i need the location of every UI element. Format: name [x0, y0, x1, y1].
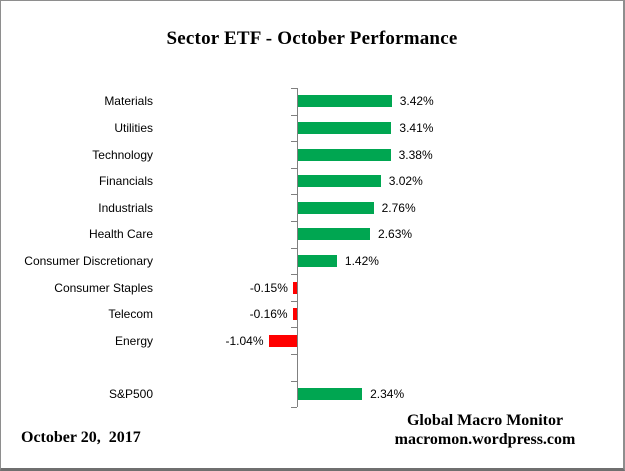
value-axis — [297, 88, 298, 408]
chart-title: Sector ETF - October Performance — [166, 28, 458, 49]
category-label: Industrials — [98, 200, 153, 215]
category-label: Health Care — [88, 227, 153, 242]
category-label: S&P500 — [108, 386, 153, 401]
positive-bar — [298, 175, 381, 188]
axis-tick — [291, 354, 297, 355]
axis-tick — [291, 88, 297, 89]
category-label: Telecom — [108, 307, 153, 322]
data-label: -1.04% — [225, 333, 264, 348]
negative-bar — [292, 308, 297, 321]
positive-bar — [298, 387, 363, 400]
axis-tick — [291, 167, 297, 169]
data-label: 3.38% — [398, 147, 433, 162]
axis-tick — [291, 141, 297, 143]
credit-url: macromon.wordpress.com — [394, 431, 576, 448]
data-label: -0.15% — [249, 280, 288, 295]
data-label: 2.63% — [378, 227, 413, 242]
category-label: Utilities — [114, 120, 153, 135]
data-label: 3.41% — [399, 120, 434, 135]
positive-bar — [298, 121, 392, 134]
category-label: Materials — [104, 94, 153, 109]
positive-bar — [298, 95, 392, 108]
footer-date: October 20, 2017 — [21, 429, 141, 446]
data-label: 3.02% — [388, 174, 423, 189]
category-label: Technology — [92, 147, 153, 162]
axis-tick — [291, 194, 297, 196]
axis-tick — [291, 114, 297, 116]
credit-source: Global Macro Monitor — [406, 412, 564, 429]
data-label: -0.16% — [249, 307, 288, 322]
category-label: Energy — [114, 333, 153, 348]
data-label: 3.42% — [399, 94, 434, 109]
footer-credit: Global Macro Monitor macromon.wordpress.… — [394, 411, 576, 449]
positive-bar — [298, 254, 337, 267]
positive-bar — [298, 228, 371, 241]
axis-tick — [291, 221, 297, 222]
axis-tick — [291, 274, 297, 276]
positive-bar — [298, 148, 391, 161]
axis-tick — [291, 327, 297, 329]
positive-bar — [298, 201, 374, 214]
axis-tick — [291, 407, 297, 409]
category-label: Consumer Staples — [54, 280, 153, 295]
negative-bar — [268, 334, 297, 347]
axis-tick — [291, 247, 297, 249]
axis-tick — [291, 380, 297, 382]
data-label: 2.76% — [381, 200, 416, 215]
category-label: Financials — [98, 174, 153, 189]
axis-tick — [291, 300, 297, 302]
data-label: 2.34% — [370, 386, 405, 401]
data-label: 1.42% — [344, 253, 379, 268]
category-label: Consumer Discretionary — [24, 253, 153, 268]
negative-bar — [292, 281, 297, 294]
